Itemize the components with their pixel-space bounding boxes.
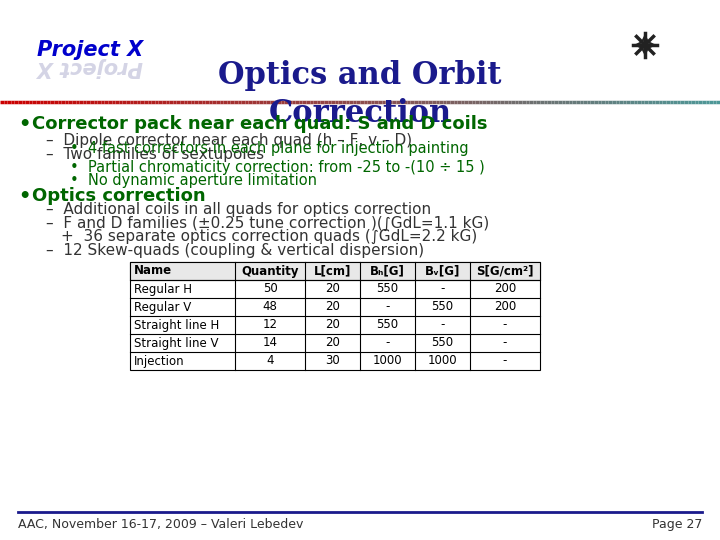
Text: S[G/cm²]: S[G/cm²] bbox=[476, 265, 534, 278]
Text: Bₕ[G]: Bₕ[G] bbox=[370, 265, 405, 278]
Text: -: - bbox=[503, 354, 507, 368]
Text: 200: 200 bbox=[494, 282, 516, 295]
Text: -: - bbox=[385, 336, 390, 349]
Text: Straight line H: Straight line H bbox=[134, 319, 220, 332]
Text: 14: 14 bbox=[263, 336, 277, 349]
Text: •  Partial chromaticity correction: from -25 to -(10 ÷ 15 ): • Partial chromaticity correction: from … bbox=[70, 160, 485, 175]
Text: 20: 20 bbox=[325, 319, 340, 332]
Text: L[cm]: L[cm] bbox=[314, 265, 351, 278]
Text: –  Additional coils in all quads for optics correction: – Additional coils in all quads for opti… bbox=[46, 202, 431, 217]
Text: –  12 Skew-quads (coupling & vertical dispersion): – 12 Skew-quads (coupling & vertical dis… bbox=[46, 243, 424, 258]
Text: Project X: Project X bbox=[37, 57, 143, 77]
Text: 50: 50 bbox=[263, 282, 277, 295]
Text: –  F and D families (±0.25 tune correction )(∫GdL=1.1 kG): – F and D families (±0.25 tune correctio… bbox=[46, 216, 490, 231]
Text: -: - bbox=[441, 282, 445, 295]
Text: 12: 12 bbox=[263, 319, 277, 332]
Text: Regular V: Regular V bbox=[134, 300, 192, 314]
Text: AAC, November 16-17, 2009 – Valeri Lebedev: AAC, November 16-17, 2009 – Valeri Lebed… bbox=[18, 518, 303, 531]
Text: 20: 20 bbox=[325, 282, 340, 295]
Text: 550: 550 bbox=[431, 336, 454, 349]
Text: 1000: 1000 bbox=[428, 354, 457, 368]
Text: –  Two families of sextupoles: – Two families of sextupoles bbox=[46, 147, 264, 162]
Text: 550: 550 bbox=[377, 319, 399, 332]
Text: Injection: Injection bbox=[134, 354, 184, 368]
Text: Name: Name bbox=[134, 265, 172, 278]
Text: 20: 20 bbox=[325, 336, 340, 349]
Text: •: • bbox=[18, 115, 30, 134]
Text: •  4 fast correctors in each plane for injection painting: • 4 fast correctors in each plane for in… bbox=[70, 141, 469, 156]
Text: +  36 separate optics correction quads (∫GdL=2.2 kG): + 36 separate optics correction quads (∫… bbox=[61, 229, 477, 244]
Text: –  Dipole corrector near each quad (h – F, v – D): – Dipole corrector near each quad (h – F… bbox=[46, 133, 412, 148]
Bar bbox=[130, 262, 540, 280]
Text: -: - bbox=[441, 319, 445, 332]
Text: Straight line V: Straight line V bbox=[134, 336, 218, 349]
Text: 20: 20 bbox=[325, 300, 340, 314]
Text: 48: 48 bbox=[263, 300, 277, 314]
Bar bbox=[130, 262, 540, 370]
Text: -: - bbox=[385, 300, 390, 314]
Text: 200: 200 bbox=[494, 300, 516, 314]
Text: 30: 30 bbox=[325, 354, 340, 368]
Text: 4: 4 bbox=[266, 354, 274, 368]
Text: 1000: 1000 bbox=[373, 354, 402, 368]
Text: Optics correction: Optics correction bbox=[32, 187, 206, 205]
Text: -: - bbox=[503, 336, 507, 349]
Text: 550: 550 bbox=[431, 300, 454, 314]
Text: •  No dynamic aperture limitation: • No dynamic aperture limitation bbox=[70, 173, 317, 188]
Text: Optics and Orbit
Correction: Optics and Orbit Correction bbox=[218, 60, 502, 129]
Text: Project X: Project X bbox=[37, 40, 143, 60]
Text: Regular H: Regular H bbox=[134, 282, 192, 295]
Text: Corrector pack near each quad: S and D coils: Corrector pack near each quad: S and D c… bbox=[32, 115, 487, 133]
Text: 550: 550 bbox=[377, 282, 399, 295]
Text: -: - bbox=[503, 319, 507, 332]
Text: Quantity: Quantity bbox=[241, 265, 299, 278]
Text: •: • bbox=[18, 187, 30, 206]
Text: Bᵥ[G]: Bᵥ[G] bbox=[425, 265, 460, 278]
Text: Page 27: Page 27 bbox=[652, 518, 702, 531]
